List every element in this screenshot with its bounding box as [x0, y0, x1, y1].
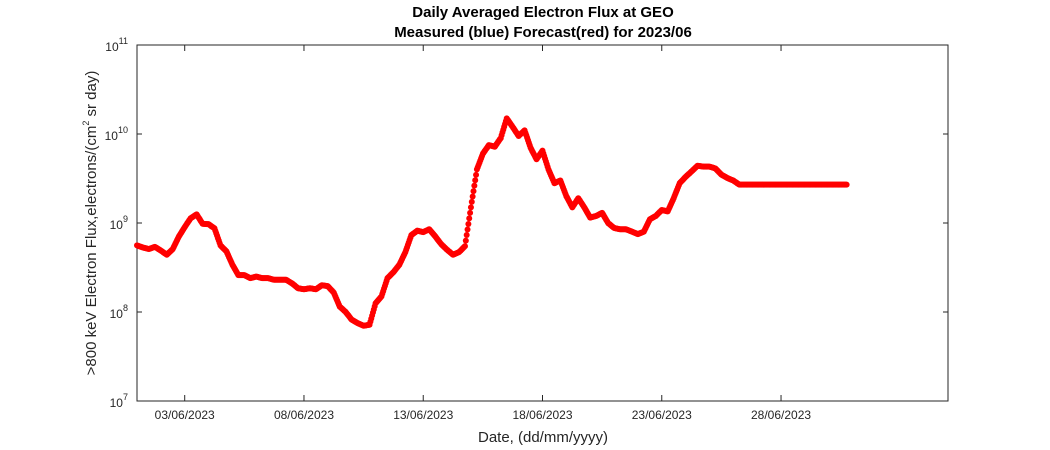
chart-title: Daily Averaged Electron Flux at GEO: [412, 4, 674, 21]
x-tick-label: 18/06/2023: [512, 408, 572, 422]
y-tick-base: 10: [105, 129, 119, 143]
y-tick-base: 10: [110, 307, 124, 321]
data-point: [472, 177, 479, 184]
data-point: [463, 232, 470, 239]
y-tick-exponent: 10: [118, 125, 128, 135]
y-tick-label: 108: [110, 303, 128, 321]
data-point: [843, 181, 850, 188]
y-axis-label-end: sr day): [83, 71, 100, 121]
x-tick-label: 08/06/2023: [274, 408, 334, 422]
chart-subtitle: Measured (blue) Forecast(red) for 2023/0…: [394, 24, 692, 41]
y-axis-label-sup: 2: [81, 121, 91, 126]
data-point: [469, 193, 476, 200]
data-point: [471, 182, 478, 189]
data-point: [467, 209, 474, 216]
y-tick-label: 1011: [105, 36, 128, 54]
y-tick-exponent: 11: [119, 36, 128, 46]
y-tick-base: 10: [105, 40, 119, 54]
y-tick-exponent: 9: [123, 214, 128, 224]
x-tick-label: 28/06/2023: [751, 408, 811, 422]
data-point: [462, 237, 469, 244]
y-axis-label-main: >800 keV Electron Flux,electrons/(cm: [83, 126, 100, 376]
x-tick-label: 03/06/2023: [155, 408, 215, 422]
x-tick-label: 13/06/2023: [393, 408, 453, 422]
plot-area: [136, 44, 949, 402]
y-tick-label: 1010: [105, 125, 128, 143]
y-axis-label: >800 keV Electron Flux,electrons/(cm2 sr…: [81, 71, 100, 376]
y-tick-exponent: 8: [123, 303, 128, 313]
data-point: [470, 188, 477, 195]
data-point: [467, 204, 474, 211]
y-tick-base: 10: [110, 218, 124, 232]
y-tick-exponent: 7: [123, 392, 128, 402]
x-axis-label: Date, (dd/mm/yyyy): [478, 429, 608, 446]
data-point: [473, 171, 480, 178]
data-point: [466, 215, 473, 222]
flux-series: [134, 115, 850, 329]
y-tick-label: 107: [110, 392, 128, 410]
data-point: [468, 198, 475, 205]
y-tick-label: 109: [110, 214, 128, 232]
y-tick-base: 10: [110, 396, 124, 410]
data-point: [461, 243, 468, 250]
data-point: [465, 220, 472, 227]
x-axis: 03/06/2023 08/06/2023 13/06/2023 18/06/2023…: [155, 45, 811, 422]
data-point: [464, 226, 471, 233]
x-tick-label: 23/06/2023: [632, 408, 692, 422]
